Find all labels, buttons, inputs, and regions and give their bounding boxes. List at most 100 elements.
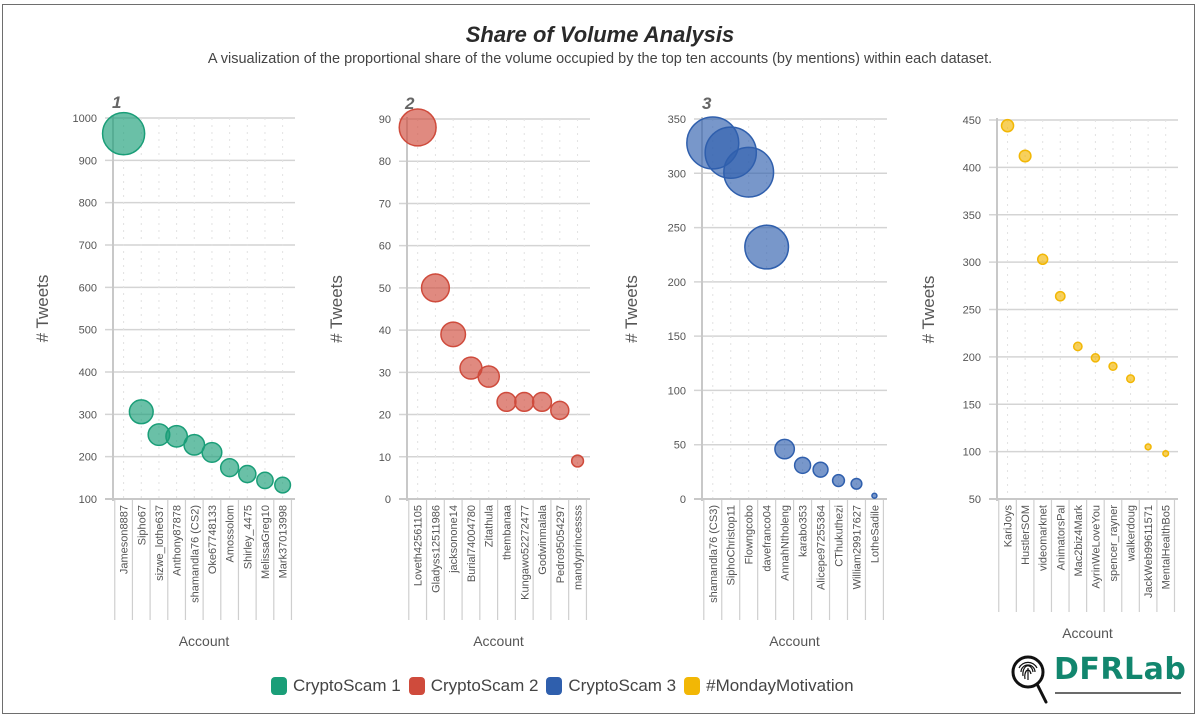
data-point [201,441,223,464]
data-point [101,111,146,156]
data-point [850,477,863,490]
legend-swatch [408,677,425,695]
y-tick-label: 50 [969,494,981,506]
x-category-label: videomarknet [1038,505,1050,571]
x-category-label: Burial74004780 [466,505,478,582]
y-tick-label: 400 [963,162,981,174]
x-category-label: Amossolom [225,505,237,562]
y-tick-label: 0 [385,494,391,506]
x-category-label: Mark37013998 [278,505,290,578]
x-category-label: LotheSadile [869,505,881,563]
x-category-label: thembanaa [501,504,513,560]
data-point [420,273,451,303]
data-point [1126,374,1136,384]
x-category-label: Gladyss12511986 [430,505,442,593]
legend-swatch [684,677,701,695]
data-point [550,400,570,421]
y-tick-label: 60 [379,241,391,253]
panel-number: 1 [112,93,121,112]
y-tick-label: 0 [680,494,686,506]
logo-text: DFRLab [1054,652,1187,687]
y-tick-label: 10 [379,452,391,464]
y-axis-title: # Tweets [919,276,938,344]
logo-underline [1055,692,1181,694]
data-point [774,438,796,460]
x-category-label: Oke67748133 [207,505,219,574]
x-category-label: shamandla76 (CS3) [708,505,720,603]
x-category-label: spencer_rayner [1108,505,1120,582]
y-tick-label: 1000 [73,113,97,125]
data-point [1036,253,1049,266]
legend-label: CryptoScam 3 [568,676,677,695]
y-tick-label: 30 [379,367,391,379]
y-tick-label: 600 [79,282,97,294]
y-tick-label: 40 [379,325,391,337]
x-category-label: HustlerSOM [1020,505,1032,565]
x-category-label: JackWeb99611571 [1143,505,1155,598]
y-tick-label: 500 [79,325,97,337]
x-category-label: CThukuthezi [834,505,846,567]
y-axis-title: # Tweets [33,275,52,343]
data-point [183,433,206,456]
y-axis-title: # Tweets [327,275,346,343]
y-tick-label: 100 [963,447,981,459]
y-tick-label: 80 [379,156,391,168]
x-category-label: MelissaGreg10 [260,505,272,579]
dfrlab-logo: DFRLab [1008,650,1188,710]
y-tick-label: 300 [963,257,981,269]
x-category-label: Flowngcobo [744,505,756,564]
panel-number: 2 [404,94,415,113]
x-category-label: AyrinWeLoveYou [1090,505,1102,589]
data-point [744,224,790,270]
data-point [831,473,846,488]
x-axis-title: Account [1062,625,1113,641]
data-point [1162,449,1170,458]
panel-number: 3 [702,94,712,113]
x-category-label: karabo353 [798,505,810,557]
data-point [128,399,154,425]
x-category-label: Godwinmalala [537,504,549,575]
data-point [1000,118,1015,133]
x-category-label: sizwe_lothe637 [154,505,166,581]
y-tick-label: 800 [79,198,97,210]
y-tick-label: 450 [963,115,981,127]
x-category-label: Jameson8887 [119,505,131,574]
x-category-label: Sipho67 [136,505,148,545]
y-tick-label: 90 [379,114,391,126]
y-tick-label: 150 [668,331,686,343]
data-point [496,391,517,413]
data-point [1108,361,1118,372]
y-tick-label: 700 [79,240,97,252]
y-tick-label: 350 [963,210,981,222]
y-tick-label: 100 [668,385,686,397]
data-point [477,365,501,388]
legend-item-cryptoscam-1[interactable]: CryptoScam 1 [271,676,401,696]
y-tick-label: 300 [668,168,686,180]
x-category-label: Zitathula [484,504,496,547]
y-tick-label: 150 [963,399,981,411]
x-category-label: mandyprincessss [573,505,585,590]
y-tick-label: 400 [79,367,97,379]
y-tick-label: 900 [79,155,97,167]
x-category-label: William29917627 [851,505,863,589]
y-axis-title: # Tweets [622,275,641,343]
legend-item-monday-motivation[interactable]: #MondayMotivation [684,676,854,696]
legend-item-cryptoscam-3[interactable]: CryptoScam 3 [546,676,676,696]
fingerprint-magnifier-icon [1011,655,1048,704]
x-category-label: shamandla76 (CS2) [189,505,201,603]
legend-item-cryptoscam-2[interactable]: CryptoScam 2 [408,676,538,696]
data-point [274,476,292,494]
x-category-label: Mac2biz4Mark [1073,505,1085,577]
x-category-label: walkerdoug [1126,505,1138,562]
x-category-label: Shirley_4475 [242,505,254,569]
x-category-label: jacksonone14 [448,505,460,574]
x-category-label: Anthony87878 [172,505,184,576]
data-point [1090,353,1101,363]
y-tick-label: 350 [668,114,686,126]
data-point [793,456,812,475]
legend: CryptoScam 1 CryptoScam 2 CryptoScam 3 #… [271,676,862,696]
y-tick-label: 100 [79,494,97,506]
x-axis-title: Account [179,633,230,649]
x-category-label: AnnahNtholeng [780,505,792,581]
y-tick-label: 300 [79,409,97,421]
